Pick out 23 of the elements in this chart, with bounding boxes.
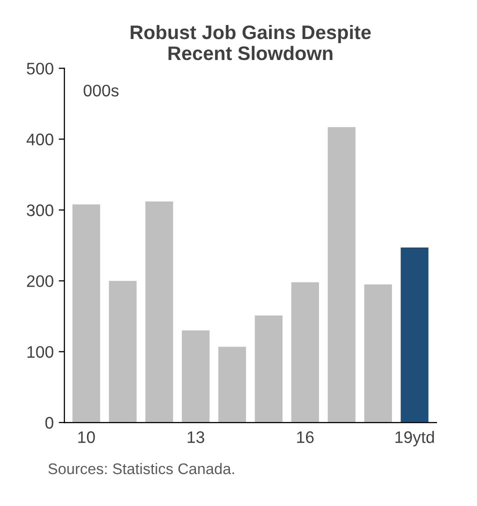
bar	[72, 204, 100, 423]
y-tick-label: 200	[27, 275, 54, 288]
x-tick-label: 13	[188, 431, 204, 444]
bar	[108, 280, 137, 423]
y-tick-label: 0	[45, 416, 54, 429]
bar	[400, 248, 428, 423]
y-tick-label: 300	[26, 204, 54, 216]
bar	[145, 201, 174, 423]
chart-title: Robust Job Gains Despite Recent Slowdown	[130, 24, 371, 60]
bar	[218, 346, 246, 423]
y-tick-label: 100	[27, 346, 54, 358]
source-note: Sources: Statistics Canada.	[48, 462, 234, 474]
y-tick-label: 500	[26, 62, 54, 75]
annotation: 000s	[84, 84, 119, 96]
x-tick-label: 16	[297, 431, 314, 444]
x-tick-label: 10	[78, 431, 95, 444]
bar	[364, 284, 392, 423]
x-tick-label: 19ytd	[395, 430, 434, 446]
bar	[291, 282, 319, 423]
y-tick-label: 400	[26, 134, 54, 146]
bar	[182, 330, 210, 423]
bar	[328, 127, 356, 423]
bar	[254, 316, 283, 423]
